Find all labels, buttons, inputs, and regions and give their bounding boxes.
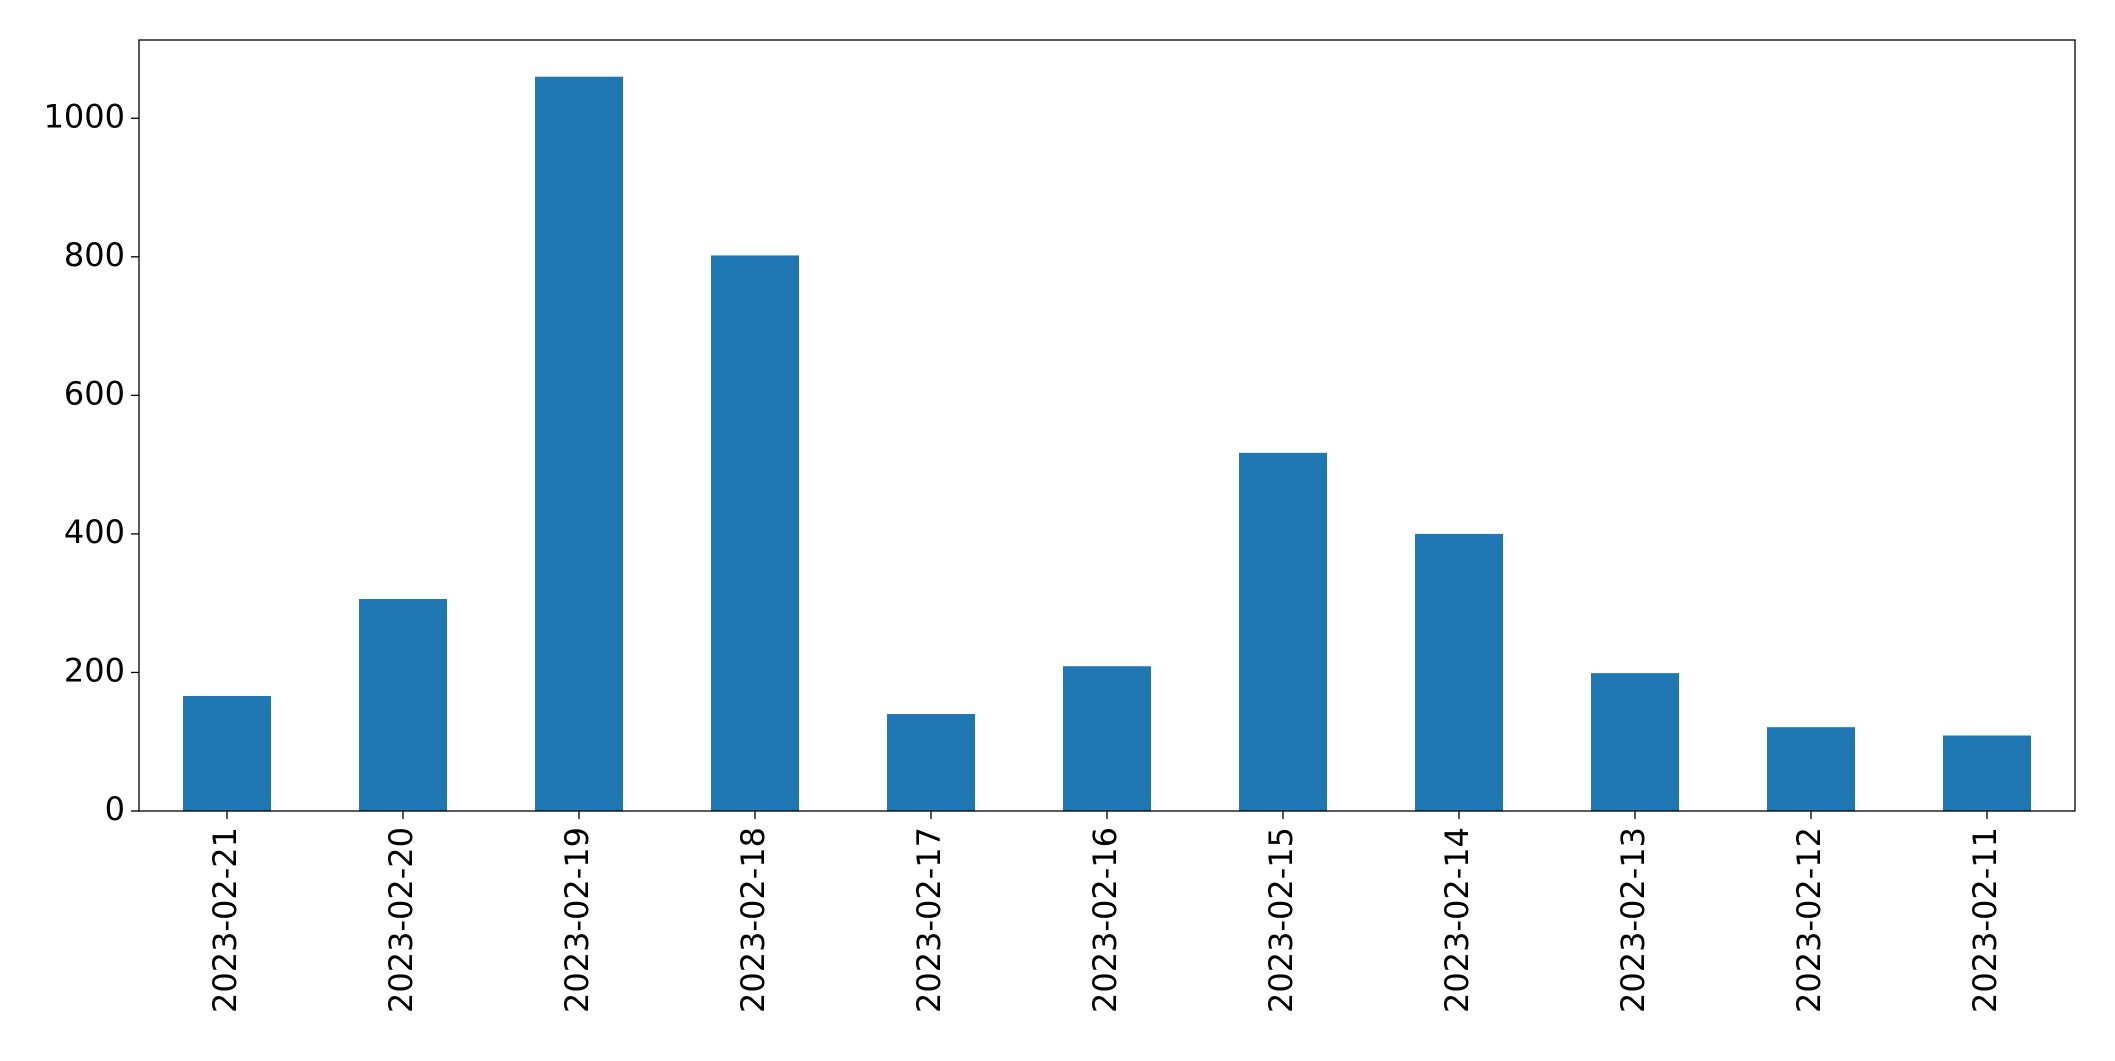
x-tick-label: 2023-02-21 <box>206 827 244 1013</box>
x-tick-label: 2023-02-14 <box>1438 827 1476 1013</box>
x-tick-label: 2023-02-20 <box>382 827 420 1013</box>
bar <box>1767 727 1855 811</box>
x-tick-label: 2023-02-18 <box>734 827 772 1013</box>
bar <box>1239 452 1327 811</box>
x-tick-label: 2023-02-12 <box>1790 827 1828 1013</box>
y-tick-label: 600 <box>64 374 125 412</box>
x-tick-label: 2023-02-15 <box>1262 827 1300 1013</box>
bar <box>1063 666 1151 811</box>
bar <box>359 599 447 811</box>
bar <box>887 714 975 811</box>
y-tick-label: 800 <box>64 236 125 274</box>
x-tick-label: 2023-02-11 <box>1966 827 2004 1013</box>
y-tick-label: 200 <box>64 651 125 689</box>
bar <box>535 76 623 811</box>
bar <box>183 696 271 811</box>
bar <box>1943 735 2031 811</box>
y-tick-label: 0 <box>105 790 125 828</box>
plot-frame <box>138 39 2076 812</box>
bar <box>1591 673 1679 811</box>
bar <box>711 255 799 812</box>
x-tick-label: 2023-02-13 <box>1614 827 1652 1013</box>
y-tick-label: 1000 <box>44 97 125 135</box>
x-tick-label: 2023-02-17 <box>910 827 948 1013</box>
x-tick-label: 2023-02-16 <box>1086 827 1124 1013</box>
y-tick-label: 400 <box>64 513 125 551</box>
bar <box>1415 533 1503 811</box>
x-tick-label: 2023-02-19 <box>558 827 596 1013</box>
